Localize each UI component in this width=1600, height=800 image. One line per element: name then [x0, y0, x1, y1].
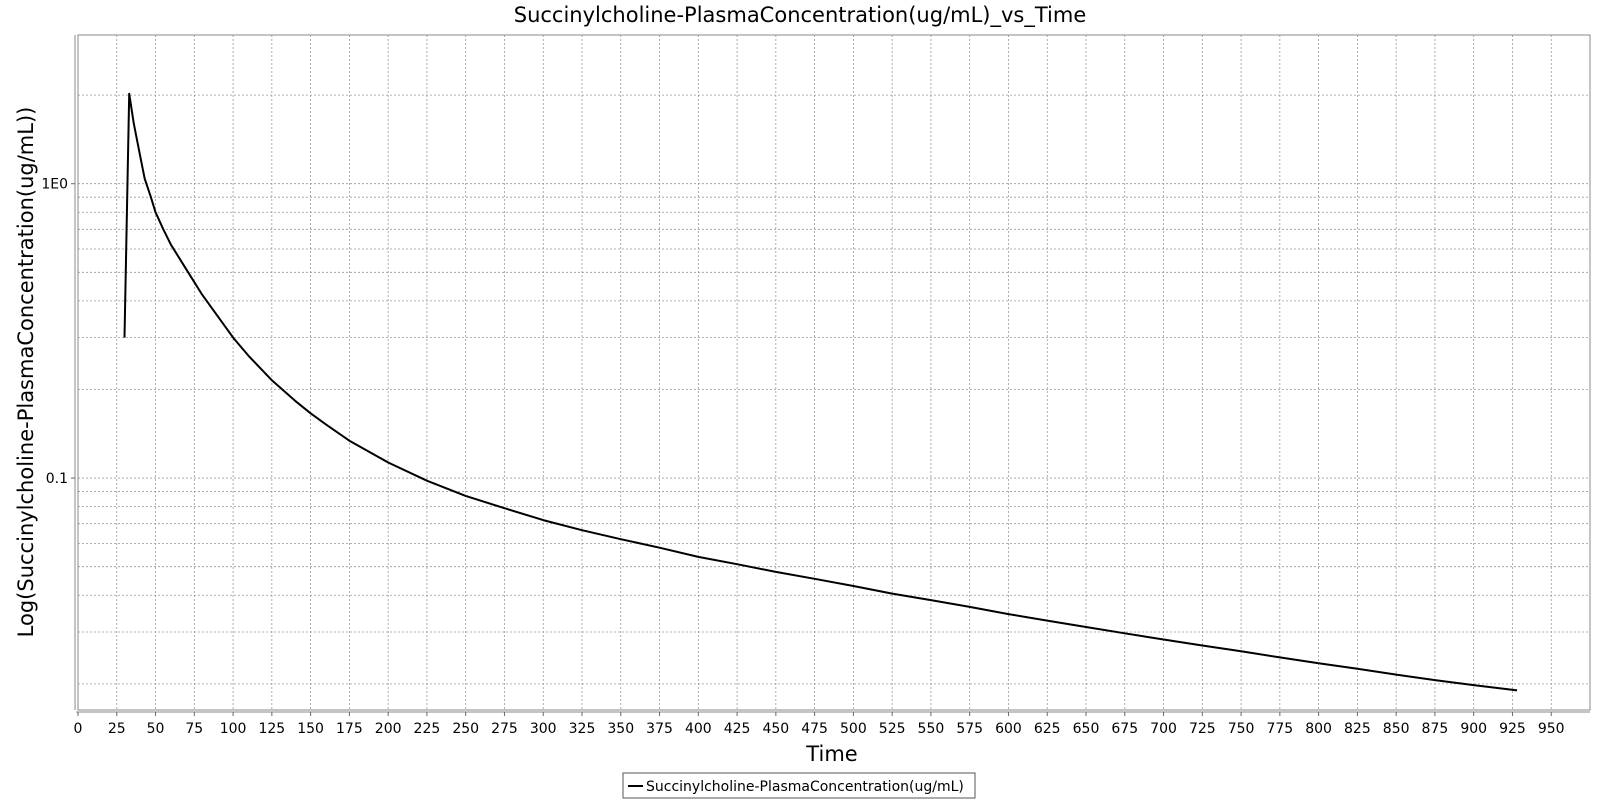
x-tick-label: 325 [569, 721, 596, 737]
x-tick-label: 650 [1073, 721, 1100, 737]
x-tick-label: 800 [1305, 721, 1332, 737]
x-tick-label: 950 [1538, 721, 1565, 737]
x-tick-label: 600 [995, 721, 1022, 737]
y-axis-label: Log(Succinylcholine-PlasmaConcentration(… [14, 107, 38, 638]
x-tick-label: 25 [108, 721, 126, 737]
x-tick-label: 825 [1344, 721, 1371, 737]
y-axis-ticks: 0.1 1E0 [41, 177, 75, 487]
x-tick-label: 400 [685, 721, 712, 737]
x-tick-label: 175 [336, 721, 363, 737]
x-tick-label: 750 [1228, 721, 1255, 737]
x-tick-label: 225 [414, 721, 441, 737]
series-group [123, 92, 1518, 692]
x-tick-label: 200 [375, 721, 402, 737]
legend: Succinylcholine-PlasmaConcentration(ug/m… [622, 772, 976, 799]
chart-title: Succinylcholine-PlasmaConcentration(ug/m… [514, 3, 1087, 28]
x-tick-label: 525 [879, 721, 906, 737]
x-tick-label: 875 [1422, 721, 1449, 737]
x-tick-label: 900 [1460, 721, 1487, 737]
x-tick-label: 725 [1189, 721, 1216, 737]
x-tick-label: 550 [918, 721, 945, 737]
y-tick-label: 1E0 [41, 177, 68, 193]
x-tick-label: 425 [724, 721, 751, 737]
x-tick-label: 700 [1150, 721, 1177, 737]
x-tick-label: 350 [607, 721, 634, 737]
x-tick-label: 0 [74, 721, 83, 737]
legend-entry: Succinylcholine-PlasmaConcentration(ug/m… [646, 779, 964, 795]
x-tick-label: 775 [1266, 721, 1293, 737]
series-line [123, 92, 1518, 692]
x-axis-label: Time [805, 742, 857, 766]
x-tick-label: 625 [1034, 721, 1061, 737]
x-tick-label: 475 [801, 721, 828, 737]
x-tick-label: 250 [452, 721, 479, 737]
x-tick-label: 300 [530, 721, 557, 737]
x-tick-label: 125 [258, 721, 285, 737]
x-tick-label: 100 [220, 721, 247, 737]
x-tick-label: 500 [840, 721, 867, 737]
legend-box [622, 772, 976, 799]
y-tick-label: 0.1 [46, 471, 68, 487]
grid-lines [78, 35, 1590, 710]
x-axis-ticks: 0 25 50 75 100 125 150 175 200 225 250 275 300 325 350… [74, 712, 1565, 737]
x-tick-label: 575 [956, 721, 983, 737]
x-tick-label: 375 [646, 721, 673, 737]
x-tick-label: 925 [1499, 721, 1526, 737]
x-tick-label: 150 [297, 721, 324, 737]
x-tick-label: 675 [1111, 721, 1138, 737]
x-tick-label: 75 [185, 721, 203, 737]
x-tick-label: 850 [1383, 721, 1410, 737]
plot-area-border [77, 34, 1591, 711]
x-tick-label: 450 [762, 721, 789, 737]
x-tick-label: 50 [147, 721, 165, 737]
x-tick-label: 275 [491, 721, 518, 737]
